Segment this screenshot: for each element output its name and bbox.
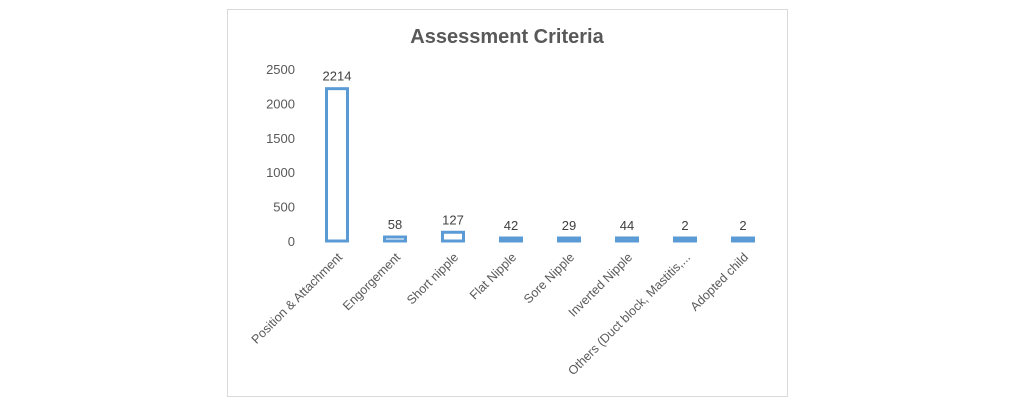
- y-tick-label: 1000: [266, 165, 295, 180]
- bar: [731, 236, 755, 243]
- data-label: 29: [562, 218, 576, 233]
- x-tick-label: Sore Nipple: [521, 250, 577, 306]
- bar: [441, 230, 465, 243]
- data-label: 42: [504, 218, 518, 233]
- chart-title: Assessment Criteria: [410, 26, 604, 48]
- y-tick-label: 500: [273, 200, 295, 215]
- x-tick-label: Position & Attachment: [249, 250, 346, 347]
- x-tick-label: Adopted child: [688, 250, 751, 313]
- x-tick-label: Flat Nipple: [467, 250, 519, 302]
- data-label: 2: [681, 218, 688, 233]
- y-tick-label: 2000: [266, 96, 295, 111]
- data-label: 2: [739, 218, 746, 233]
- data-label: 2214: [323, 69, 352, 84]
- bar: [499, 236, 523, 243]
- bar: [557, 236, 581, 243]
- bar: [673, 236, 697, 243]
- data-label: 44: [620, 218, 634, 233]
- chart-frame: [227, 9, 788, 397]
- bar: [383, 235, 407, 243]
- data-label: 127: [442, 212, 464, 227]
- bar: [615, 236, 639, 243]
- data-labels: 2214 58 127 42 29 44 2 2: [323, 69, 747, 233]
- y-axis: 0 500 1000 1500 2000 2500: [266, 62, 295, 249]
- x-tick-label: Short nipple: [404, 250, 461, 307]
- bar: [325, 87, 349, 243]
- bars: [325, 87, 755, 243]
- y-tick-label: 0: [288, 234, 295, 249]
- data-label: 58: [388, 217, 402, 232]
- y-tick-label: 1500: [266, 131, 295, 146]
- x-tick-label: Others (Duct block, Mastitis,...: [565, 250, 693, 378]
- y-tick-label: 2500: [266, 62, 295, 77]
- x-tick-label: Engorgement: [340, 250, 403, 313]
